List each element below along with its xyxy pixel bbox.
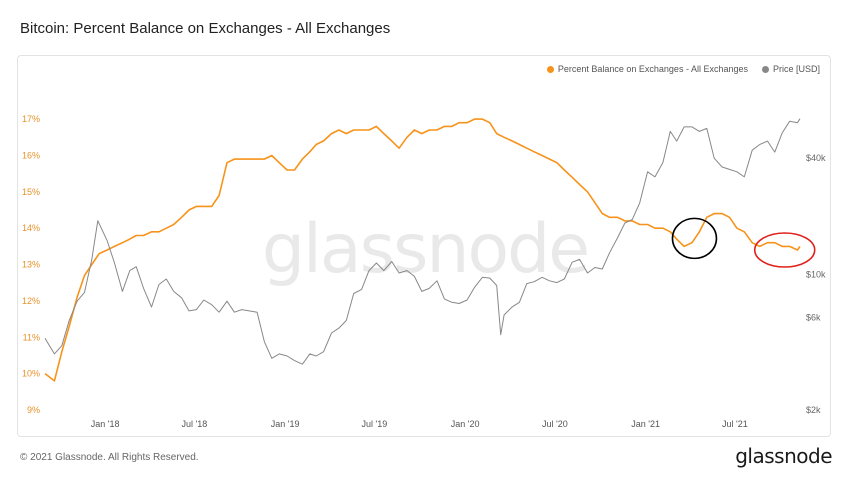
page-title: Bitcoin: Percent Balance on Exchanges - …: [20, 20, 391, 37]
chart-frame: [17, 55, 831, 437]
balance-series-line: [44, 118, 801, 382]
legend-item-price[interactable]: Price [USD]: [761, 64, 820, 74]
x-tick-label: Jul '21: [722, 419, 748, 429]
red-circle-annotation: [753, 232, 816, 268]
y-left-tick-label: 15%: [22, 187, 40, 197]
y-left-tick-label: 17%: [22, 114, 40, 124]
black-circle-annotation: [671, 217, 718, 260]
watermark-text: glassnode: [262, 210, 588, 289]
copyright-footer: © 2021 Glassnode. All Rights Reserved.: [20, 452, 199, 463]
legend-price-dot-icon: [761, 65, 769, 73]
legend-balance-dot-icon: [546, 65, 554, 73]
y-right-tick-label: $6k: [806, 313, 821, 323]
x-tick-label: Jul '18: [182, 419, 208, 429]
y-left-tick-label: 13%: [22, 260, 40, 270]
legend-item-balance[interactable]: Percent Balance on Exchanges - All Excha…: [546, 64, 748, 74]
y-right-tick-label: $10k: [806, 270, 826, 280]
y-left-tick-label: 9%: [27, 405, 40, 415]
legend-price-label: Price [USD]: [772, 64, 820, 74]
chart-legend: Percent Balance on Exchanges - All Excha…: [546, 64, 820, 74]
x-tick-label: Jan '21: [631, 419, 660, 429]
y-left-tick-label: 12%: [22, 296, 40, 306]
price-series-line: [44, 118, 801, 365]
x-tick-label: Jul '19: [362, 419, 388, 429]
x-tick-label: Jan '18: [91, 419, 120, 429]
x-tick-label: Jul '20: [542, 419, 568, 429]
y-left-tick-label: 16%: [22, 150, 40, 160]
glassnode-logo[interactable]: glassnode: [735, 444, 832, 468]
y-right-tick-label: $40k: [806, 153, 826, 163]
y-left-tick-label: 11%: [23, 332, 40, 342]
y-left-tick-label: 10%: [22, 369, 40, 379]
x-tick-label: Jan '19: [271, 419, 300, 429]
y-right-tick-label: $2k: [806, 405, 821, 415]
y-left-tick-label: 14%: [22, 223, 40, 233]
legend-balance-label: Percent Balance on Exchanges - All Excha…: [557, 64, 748, 74]
x-tick-label: Jan '20: [451, 419, 480, 429]
